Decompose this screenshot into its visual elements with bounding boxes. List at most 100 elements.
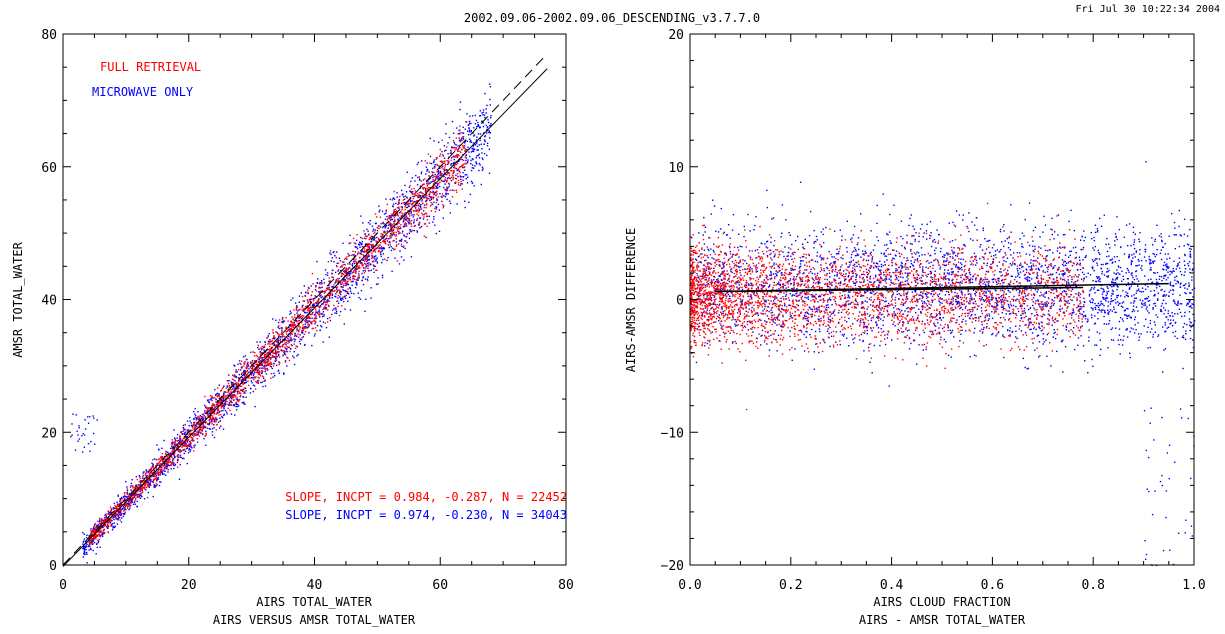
scatter-point [154, 473, 157, 475]
scatter-point [120, 512, 123, 515]
scatter-point [471, 158, 473, 160]
scatter-point [134, 503, 136, 505]
scatter-point [243, 379, 245, 381]
scatter-point [396, 260, 399, 262]
scatter-point [88, 534, 90, 537]
scatter-point [457, 148, 460, 150]
scatter-point [404, 208, 406, 211]
scatter-point [319, 316, 321, 318]
scatter-point [408, 205, 410, 207]
scatter-point [400, 216, 403, 218]
scatter-point [275, 355, 277, 358]
scatter-point [467, 134, 470, 136]
scatter-point [86, 543, 88, 546]
scatter-point [429, 155, 432, 158]
scatter-point [177, 439, 180, 442]
scatter-point [89, 536, 92, 538]
scatter-point [240, 379, 242, 381]
scatter-point [93, 532, 95, 534]
scatter-point [122, 496, 125, 498]
scatter-point [471, 115, 474, 117]
scatter-point [128, 503, 131, 505]
scatter-point [443, 160, 445, 163]
scatter-point [266, 367, 269, 370]
scatter-point [216, 402, 218, 404]
scatter-point [424, 187, 427, 189]
scatter-point [446, 163, 449, 165]
scatter-point [110, 508, 113, 510]
scatter-point [118, 516, 121, 519]
scatter-point [304, 325, 307, 328]
scatter-point [365, 237, 367, 240]
scatter-point [387, 217, 389, 220]
scatter-point [286, 340, 288, 342]
scatter-point [190, 439, 192, 441]
scatter-point [482, 168, 484, 170]
scatter-point [442, 217, 444, 219]
scatter-point [213, 418, 216, 420]
scatter-point [442, 168, 444, 170]
scatter-point [138, 484, 141, 486]
scatter-point [238, 385, 241, 387]
scatter-point [391, 232, 393, 234]
scatter-point [170, 456, 173, 458]
scatter-point [404, 204, 407, 206]
scatter-point [355, 243, 357, 245]
scatter-point [168, 453, 170, 455]
scatter-point [466, 182, 469, 184]
scatter-point [418, 209, 421, 211]
scatter-point [429, 182, 431, 184]
scatter-point [91, 540, 93, 542]
scatter-point [200, 429, 202, 431]
scatter-point [110, 510, 112, 512]
scatter-point [211, 411, 213, 413]
scatter-point [487, 121, 490, 124]
scatter-point [117, 515, 119, 517]
scatter-point [205, 416, 207, 418]
scatter-point [94, 530, 96, 533]
scatter-point [119, 502, 121, 505]
scatter-point [240, 385, 243, 387]
scatter-point [268, 352, 270, 355]
scatter-point [259, 375, 262, 377]
annotation-full-fit: SLOPE, INCPT = 0.984, -0.287, N = 22452 [285, 490, 567, 504]
scatter-point [336, 291, 338, 293]
scatter-point [323, 314, 325, 316]
scatter-point [437, 203, 440, 206]
scatter-point [322, 308, 324, 311]
scatter-point [402, 193, 404, 196]
scatter-point [277, 369, 280, 372]
scatter-point [389, 217, 391, 220]
scatter-point [286, 346, 288, 348]
scatter-point [152, 495, 154, 498]
scatter-point [410, 188, 413, 190]
scatter-point [89, 541, 91, 544]
scatter-point [365, 243, 367, 245]
scatter-point [260, 364, 262, 367]
scatter-point [213, 403, 215, 406]
scatter-point [366, 264, 368, 267]
scatter-point [329, 280, 331, 282]
scatter-point [307, 286, 310, 289]
scatter-point [162, 461, 165, 463]
scatter-point [181, 442, 183, 444]
scatter-point [335, 293, 337, 295]
scatter-point [442, 180, 444, 182]
scatter-point [286, 365, 288, 367]
scatter-point [459, 184, 462, 187]
scatter-point [289, 313, 291, 315]
scatter-point [127, 507, 129, 509]
scatter-point [411, 203, 413, 205]
scatter-point [283, 335, 286, 338]
scatter-point [146, 496, 149, 499]
scatter-point [445, 181, 448, 183]
scatter-point [484, 140, 486, 143]
scatter-point [307, 300, 309, 302]
scatter-point [392, 203, 395, 205]
scatter-point [222, 398, 225, 400]
scatter-point [244, 382, 246, 384]
scatter-point [381, 247, 383, 250]
scatter-point [302, 336, 305, 338]
scatter-point [954, 291, 956, 294]
scatter-point [450, 152, 452, 155]
